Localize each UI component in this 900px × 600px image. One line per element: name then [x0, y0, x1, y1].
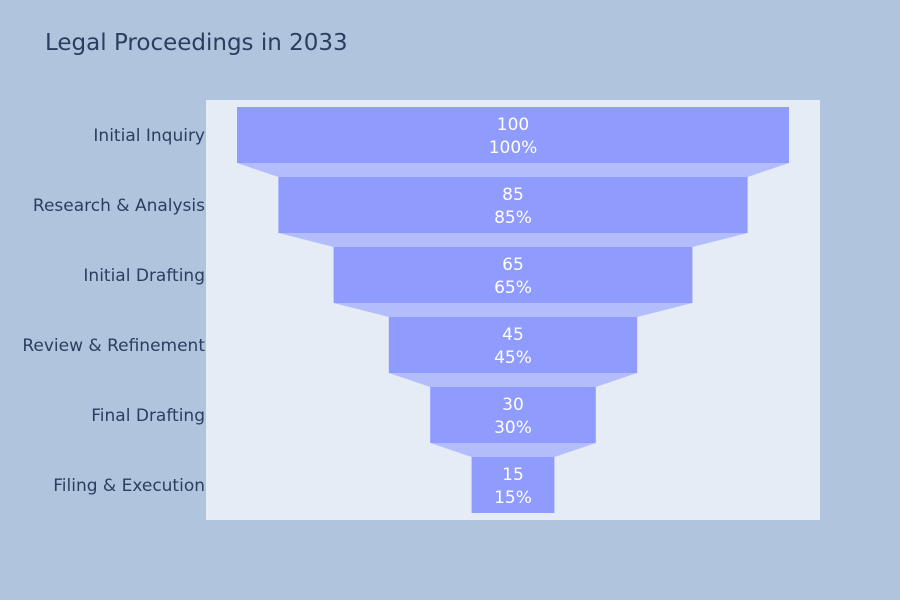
funnel-connector — [388, 373, 638, 387]
funnel-connector — [430, 443, 596, 457]
bar-value-label: 45 — [502, 325, 524, 345]
bar-percent-label: 30% — [494, 418, 532, 438]
funnel-bar — [278, 177, 748, 233]
chart-title: Legal Proceedings in 2033 — [45, 30, 348, 56]
funnel-bar — [430, 387, 596, 443]
stage-label: Final Drafting — [91, 406, 205, 426]
bar-percent-label: 45% — [494, 348, 532, 368]
bar-value-label: 100 — [497, 115, 529, 135]
funnel-bars — [237, 107, 789, 513]
bar-percent-label: 85% — [494, 208, 532, 228]
stage-labels: Initial Inquiry Research & Analysis Initia… — [22, 126, 205, 496]
funnel-bar — [388, 317, 638, 373]
bar-value-label: 15 — [502, 465, 524, 485]
bar-percent-label: 100% — [489, 138, 538, 158]
bar-value-label: 65 — [502, 255, 524, 275]
stage-label: Filing & Execution — [53, 476, 205, 496]
bar-data-labels: 100 100% 85 85% 65 65% 45 45% 30 30% 15 15% — [489, 115, 538, 508]
funnel-bar — [471, 457, 555, 513]
funnel-connectors — [237, 163, 789, 457]
funnel-connector — [333, 303, 693, 317]
bar-percent-label: 15% — [494, 488, 532, 508]
funnel-connector — [278, 233, 748, 247]
bar-value-label: 30 — [502, 395, 524, 415]
funnel-connector — [237, 163, 789, 177]
bar-value-label: 85 — [502, 185, 524, 205]
funnel-bar — [237, 107, 789, 163]
funnel-bar — [333, 247, 693, 303]
stage-label: Initial Drafting — [83, 266, 205, 286]
stage-label: Initial Inquiry — [93, 126, 205, 146]
stage-label: Research & Analysis — [33, 196, 205, 216]
stage-label: Review & Refinement — [22, 336, 205, 356]
bar-percent-label: 65% — [494, 278, 532, 298]
